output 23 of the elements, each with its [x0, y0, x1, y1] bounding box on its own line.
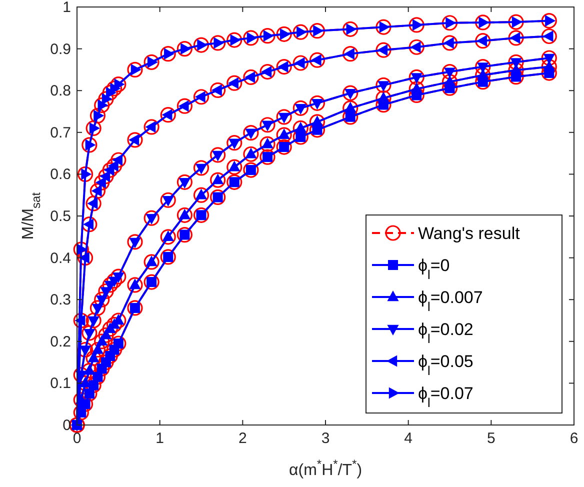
x-tick-label: 3 [321, 430, 330, 447]
y-tick-label: 0.6 [50, 166, 71, 184]
y-tick-label: 1 [62, 0, 71, 16]
legend-label: ϕ$_{l}$=0.02 [418, 320, 474, 346]
x-tick-label: 4 [404, 430, 413, 447]
y-tick-label: 0.2 [50, 333, 71, 350]
x-tick-label: 1 [156, 430, 164, 447]
y-tick-label: 0.9 [50, 40, 71, 58]
y-tick-label: 0.1 [50, 375, 71, 392]
y-tick-label: 0.3 [50, 292, 71, 309]
legend-label: ϕ$_{l}$=0.07 [418, 384, 474, 410]
y-tick-label: 0.4 [50, 250, 71, 267]
x-tick-label: 2 [238, 430, 247, 447]
y-tick-label: 0.8 [50, 82, 71, 100]
x-tick-label: 6 [570, 430, 578, 447]
legend-label: Wang's result [418, 224, 520, 243]
y-tick-label: 0.5 [50, 208, 71, 225]
y-tick-label: 0.7 [50, 124, 71, 142]
legend-label: ϕ$_{l}$=0.007 [418, 288, 483, 314]
legend-label: ϕ$_{l}$=0 [418, 256, 450, 282]
legend-label: ϕ$_{l}$=0.05 [418, 352, 474, 378]
x-tick-label: 5 [486, 430, 496, 447]
x-axis-title: α(m$^{*}$H$^{*}$/T$^{*}$) [288, 457, 362, 479]
